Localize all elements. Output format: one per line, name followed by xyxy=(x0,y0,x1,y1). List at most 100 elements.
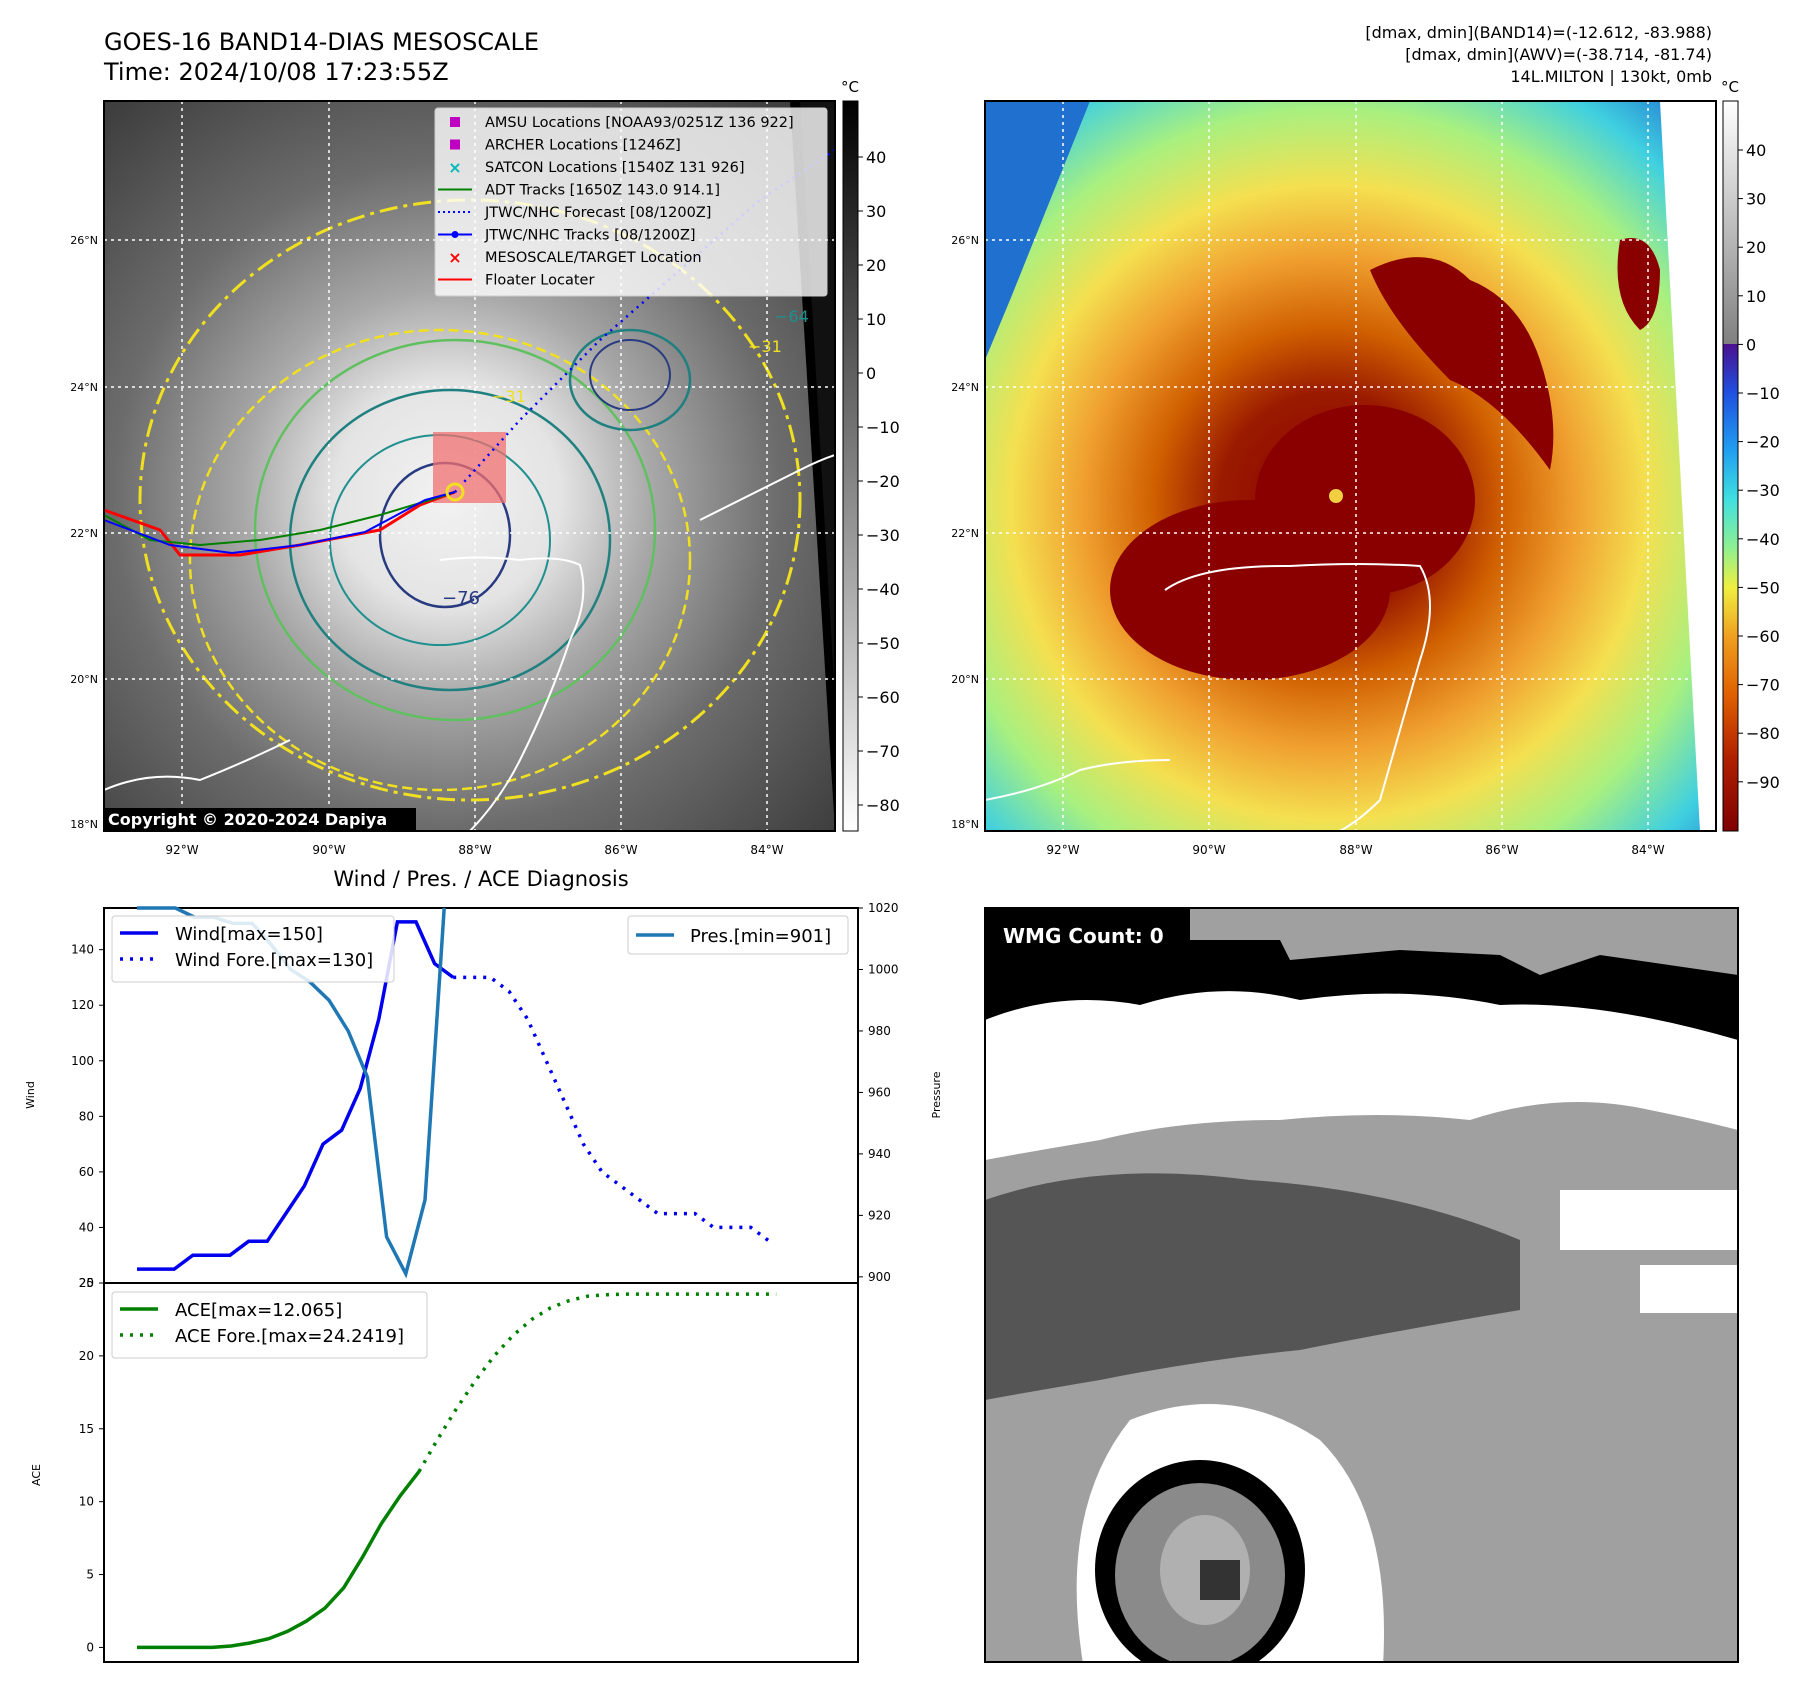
legend-label: JTWC/NHC Forecast [08/1200Z] xyxy=(484,205,711,221)
lon-label: 90°W xyxy=(312,843,345,857)
y-right-tick-label: 1000 xyxy=(868,962,899,976)
lon-label: 86°W xyxy=(604,843,637,857)
colorbar-tick-label: −10 xyxy=(866,418,900,437)
ir-legend: AMSU Locations [NOAA93/0251Z 136 922] ARC… xyxy=(434,107,828,297)
wmg-count-label: WMG Count: 0 xyxy=(1003,924,1164,948)
legend-square-marker xyxy=(450,117,460,127)
wmg-panel: WMG Count: 0 xyxy=(984,907,1739,1663)
colorbar-tick-label: 0 xyxy=(866,364,876,383)
lon-label: 90°W xyxy=(1192,843,1225,857)
colorbar-tick-label: −20 xyxy=(866,472,900,491)
legend-label: Wind Fore.[max=130] xyxy=(175,950,373,971)
y-right-tick-label: 920 xyxy=(868,1208,891,1222)
colorbar-tick-label: −40 xyxy=(866,580,900,599)
lat-label: 22°N xyxy=(70,527,98,540)
contour-label: −31 xyxy=(492,387,526,406)
contour-label: −31 xyxy=(748,337,782,356)
series-line-wind xyxy=(137,920,455,1271)
info-awv: [dmax, dmin](AWV)=(-38.714, -81.74) xyxy=(1405,45,1712,64)
lat-label: 24°N xyxy=(70,381,98,394)
colorbar-tick-label: 20 xyxy=(866,256,886,275)
colorbar-tick-label: −10 xyxy=(1746,384,1780,403)
y-tick-label: 140 xyxy=(71,943,94,957)
lat-label: 20°N xyxy=(951,673,979,686)
y-right-tick-label: 900 xyxy=(868,1270,891,1284)
figure-time: Time: 2024/10/08 17:23:55Z xyxy=(103,58,449,86)
info-band14: [dmax, dmin](BAND14)=(-12.612, -83.988) xyxy=(1365,23,1712,42)
colorbar-tick-label: 40 xyxy=(1746,141,1766,160)
y-tick-label: 120 xyxy=(71,998,94,1012)
legend-label: ACE Fore.[max=24.2419] xyxy=(175,1326,404,1347)
contour-label: −76 xyxy=(442,588,480,609)
colorbar-tick-label: −50 xyxy=(1746,578,1780,597)
map-axis-labels: 26°N 26°N 24°N 24°N 22°N 22°N 20°N 20°N 18°N 18°N… xyxy=(70,234,1664,857)
wind-pres-chart: 20 40 60 80 100 120 140 900 920 940 960 980 1000 1020… xyxy=(24,901,943,1290)
legend-label: Wind[max=150] xyxy=(175,924,323,945)
legend-label: Pres.[min=901] xyxy=(690,926,831,947)
legend-label: SATCON Locations [1540Z 131 926] xyxy=(485,160,744,176)
legend-x-marker: × xyxy=(448,248,461,267)
y-axis-label: Wind xyxy=(24,1081,37,1109)
legend-square-marker xyxy=(450,139,460,150)
colorbar-tick-label: 30 xyxy=(1746,190,1766,209)
mesoscale-target-box xyxy=(433,432,506,503)
y-right-axis-label: Pressure xyxy=(930,1071,943,1118)
colorbar-tick-label: 0 xyxy=(1746,335,1756,354)
colorbar-tick-label: 10 xyxy=(1746,287,1766,306)
ir-colorbar: °C 40 30 20 10 0 −10 −20 −30 −40 −50 −60 −70 −80 xyxy=(841,78,900,832)
lat-label: 26°N xyxy=(70,234,98,247)
y-right-tick-label: 980 xyxy=(868,1024,891,1038)
y-tick-label: 20 xyxy=(79,1276,94,1290)
legend-label: ARCHER Locations [1246Z] xyxy=(485,138,681,154)
legend-x-marker: × xyxy=(448,158,461,177)
lat-label: 18°N xyxy=(951,818,979,831)
awv-map xyxy=(984,100,1717,832)
lat-label: 20°N xyxy=(70,673,98,686)
lon-label: 86°W xyxy=(1485,843,1518,857)
lat-label: 24°N xyxy=(951,381,979,394)
colorbar-tick-label: −50 xyxy=(866,634,900,653)
y-tick-label: 10 xyxy=(79,1495,94,1509)
y-tick-label: 40 xyxy=(79,1220,94,1234)
colorbar-tick-label: 30 xyxy=(866,202,886,221)
y-tick-label: 25 xyxy=(79,1276,94,1290)
contour-label: −64 xyxy=(775,307,809,326)
y-axis-label: ACE xyxy=(30,1464,43,1486)
colorbar-tick-label: −90 xyxy=(1746,773,1780,792)
legend-label: MESOSCALE/TARGET Location xyxy=(485,250,702,266)
y-tick-label: 20 xyxy=(79,1349,94,1363)
legend-label: Floater Locater xyxy=(485,273,594,289)
colorbar-tick-label: 10 xyxy=(866,310,886,329)
colorbar-tick-label: −20 xyxy=(1746,433,1780,452)
colorbar-tick-label: −80 xyxy=(1746,724,1780,743)
floater-track xyxy=(103,490,456,557)
series-line-ace-fore- xyxy=(417,1292,777,1473)
y-right-tick-label: 1020 xyxy=(868,901,899,915)
legend-label: ADT Tracks [1650Z 143.0 914.1] xyxy=(485,183,720,199)
awv-colorbar: °C 40 30 20 10 0 −10 −20 −30 −40 −50 −60 −70 −80 −90 xyxy=(1721,78,1780,832)
info-storm: 14L.MILTON | 130kt, 0mb xyxy=(1510,67,1712,86)
y-tick-label: 80 xyxy=(79,1109,94,1123)
colorbar-tick-label: −30 xyxy=(866,526,900,545)
y-tick-label: 100 xyxy=(71,1054,94,1068)
colorbar-tick-label: −60 xyxy=(866,688,900,707)
colorbar-tick-label: −70 xyxy=(866,742,900,761)
colorbar-unit: °C xyxy=(841,78,859,96)
colorbar-tick-label: −80 xyxy=(866,796,900,815)
series-line-ace xyxy=(137,1470,421,1650)
legend-label: ACE[max=12.065] xyxy=(175,1300,342,1321)
colorbar-tick-label: −70 xyxy=(1746,676,1780,695)
colorbar-tick-label: −40 xyxy=(1746,530,1780,549)
colorbar-tick-label: −30 xyxy=(1746,481,1780,500)
lon-label: 88°W xyxy=(1339,843,1372,857)
y-tick-label: 0 xyxy=(86,1640,94,1654)
lon-label: 92°W xyxy=(1046,843,1079,857)
awv-gridlines xyxy=(985,101,1716,831)
y-tick-label: 5 xyxy=(86,1568,94,1582)
lon-label: 88°W xyxy=(458,843,491,857)
lat-label: 18°N xyxy=(70,818,98,831)
legend-label: AMSU Locations [NOAA93/0251Z 136 922] xyxy=(485,115,794,131)
jtwc-track xyxy=(103,491,456,555)
